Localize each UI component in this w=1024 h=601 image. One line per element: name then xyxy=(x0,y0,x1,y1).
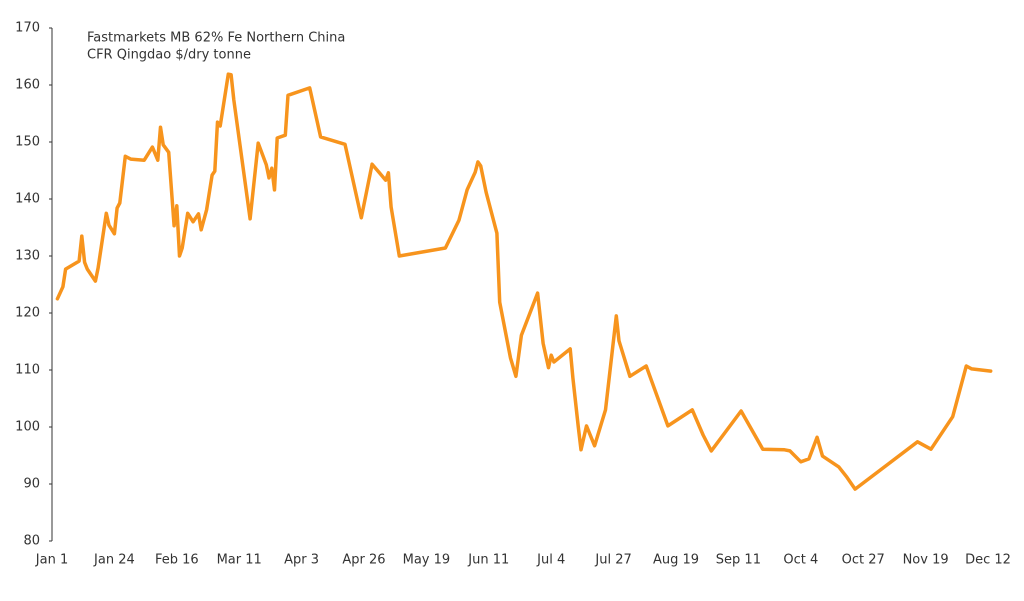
x-tick-label: Apr 26 xyxy=(342,553,385,568)
price-line xyxy=(55,72,993,491)
x-tick-label: May 19 xyxy=(403,553,451,568)
x-tick-label: Oct 4 xyxy=(783,553,818,568)
x-tick-label: Jan 1 xyxy=(35,553,68,568)
y-tick-label: 130 xyxy=(15,249,40,264)
y-tick-label: 80 xyxy=(23,534,40,549)
annotation: CFR Qingdao $/dry tonne xyxy=(87,48,251,63)
y-tick-label: 100 xyxy=(15,420,40,435)
x-tick-label: Feb 16 xyxy=(155,553,199,568)
y-tick-label: 150 xyxy=(15,135,40,150)
x-tick-label: Oct 27 xyxy=(842,553,885,568)
x-tick-label: Mar 11 xyxy=(217,553,262,568)
x-tick-label: Dec 12 xyxy=(965,553,1011,568)
x-tick-label: Apr 3 xyxy=(284,553,319,568)
y-tick-label: 160 xyxy=(15,78,40,93)
y-tick-label: 120 xyxy=(15,306,40,321)
y-tick-label: 110 xyxy=(15,363,40,378)
x-tick-label: Nov 19 xyxy=(903,553,949,568)
x-tick-label: Jul 4 xyxy=(536,553,565,568)
annotation: Fastmarkets MB 62% Fe Northern China xyxy=(87,31,345,46)
y-tick-label: 140 xyxy=(15,192,40,207)
x-tick-label: Aug 19 xyxy=(653,553,699,568)
y-tick-label: 90 xyxy=(23,477,40,492)
x-tick-label: Jan 24 xyxy=(93,553,135,568)
x-tick-label: Jun 11 xyxy=(467,553,509,568)
x-tick-label: Jul 27 xyxy=(594,553,631,568)
x-tick-label: Sep 11 xyxy=(716,553,761,568)
y-tick-label: 170 xyxy=(15,21,40,36)
